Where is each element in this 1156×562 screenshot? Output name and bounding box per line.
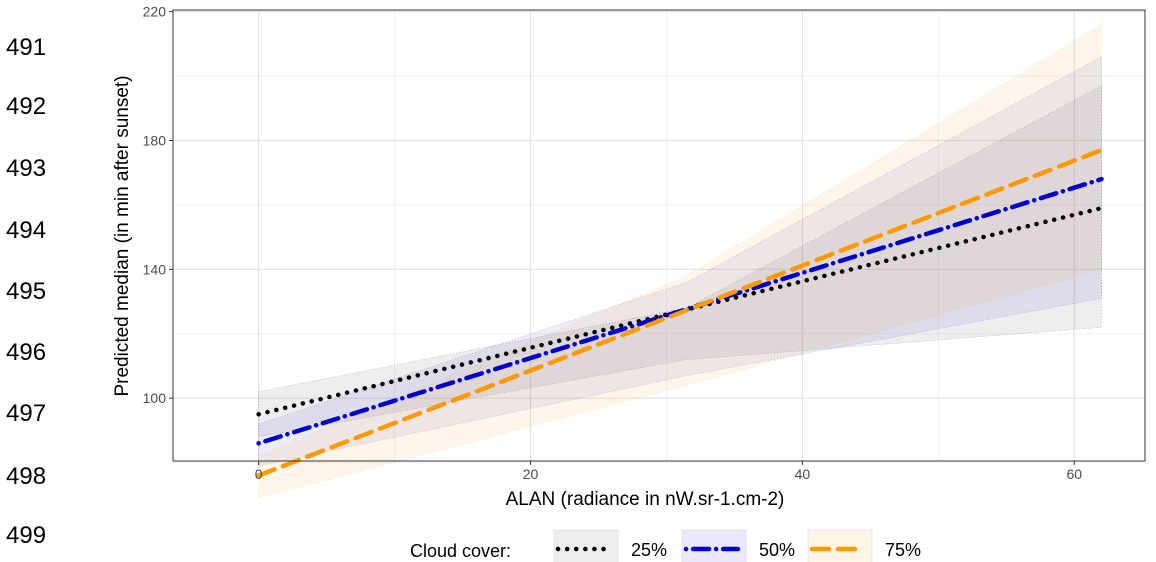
y-tick-label: 140 <box>143 261 167 277</box>
ribbon-75pct <box>258 23 1102 499</box>
line-number: 495 <box>6 278 47 305</box>
legend-key-background <box>553 529 619 562</box>
legend-label: 50% <box>759 540 795 560</box>
legend: Cloud cover: 25% 50% 75% <box>410 529 921 562</box>
line-number: 496 <box>6 339 47 366</box>
ribbon-25pct <box>258 85 1102 438</box>
line-number: 497 <box>6 400 47 427</box>
y-tick-label: 180 <box>143 132 167 148</box>
line-number: 494 <box>6 217 47 244</box>
legend-label: 25% <box>631 540 667 560</box>
line-number: 499 <box>6 522 47 549</box>
series-line-25pct <box>256 205 1104 417</box>
line-number: 491 <box>6 34 47 61</box>
x-tick-label: 40 <box>795 466 811 482</box>
line-number: 498 <box>6 463 47 490</box>
series-line-75pct <box>256 147 1104 478</box>
y-tick-label: 220 <box>143 4 167 20</box>
legend-label: 75% <box>885 540 921 560</box>
x-tick-label: 60 <box>1067 466 1083 482</box>
y-axis-ticks: 100 140 180 220 <box>143 4 173 406</box>
legend-title: Cloud cover: <box>410 541 511 561</box>
y-axis-label: Predicted median (in min after sunset) <box>112 75 133 396</box>
x-axis-ticks: 0 20 40 60 <box>255 461 1083 482</box>
plot-panel-border <box>172 9 1146 462</box>
legend-key-background <box>807 529 873 562</box>
line-number: 492 <box>6 93 47 120</box>
y-tick-label: 100 <box>143 390 167 406</box>
x-axis-label: ALAN (radiance in nW.sr-1.cm-2) <box>506 489 785 510</box>
major-gridlines <box>173 10 1145 461</box>
x-tick-label: 20 <box>523 466 539 482</box>
line-number: 493 <box>6 155 47 182</box>
x-tick-label: 0 <box>255 466 263 482</box>
series-lines <box>256 147 1104 478</box>
minor-gridlines <box>173 10 1145 464</box>
legend-key-background <box>681 529 747 562</box>
line-number-column: 491 492 493 494 495 496 497 498 499 <box>0 0 100 562</box>
